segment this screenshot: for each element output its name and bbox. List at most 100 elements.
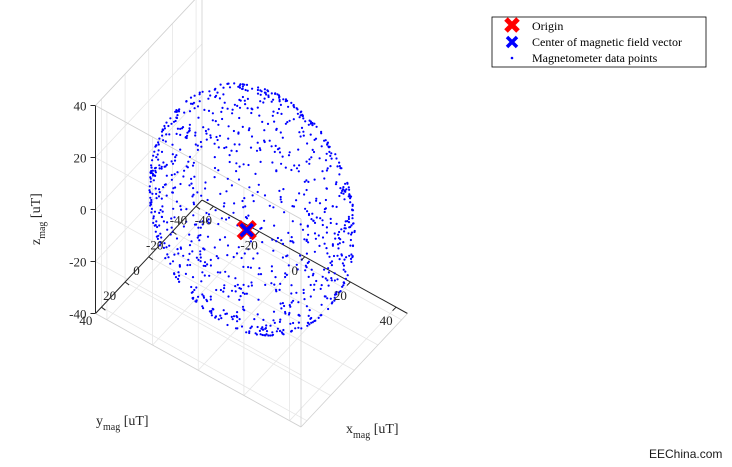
- data-point: [203, 274, 206, 277]
- data-point: [254, 172, 257, 175]
- data-point: [175, 237, 179, 240]
- data-point: [263, 194, 267, 197]
- x-tick-mark: [300, 256, 306, 261]
- data-point: [154, 171, 157, 174]
- data-point: [320, 284, 323, 287]
- data-point: [344, 277, 347, 280]
- x-tick-mark: [255, 231, 260, 236]
- data-point: [205, 138, 208, 141]
- data-point: [207, 218, 210, 221]
- data-point: [279, 198, 282, 201]
- data-point: [340, 228, 343, 231]
- data-point: [270, 270, 273, 273]
- data-point: [171, 162, 175, 165]
- data-point: [206, 263, 209, 266]
- data-point: [279, 318, 282, 321]
- data-point: [304, 207, 307, 210]
- data-point: [235, 150, 238, 153]
- data-point: [352, 222, 355, 225]
- data-point: [213, 166, 217, 170]
- data-point: [248, 331, 251, 335]
- data-point: [268, 139, 271, 142]
- data-point: [326, 297, 329, 300]
- data-point: [307, 241, 310, 244]
- data-point: [218, 134, 222, 137]
- data-point: [325, 231, 328, 234]
- data-point: [271, 161, 274, 164]
- data-point: [284, 98, 288, 101]
- data-point: [217, 257, 220, 260]
- data-point: [219, 83, 222, 86]
- data-point: [247, 163, 250, 167]
- data-point: [238, 116, 241, 120]
- data-point: [186, 131, 189, 134]
- data-point: [240, 325, 244, 328]
- data-point: [158, 164, 161, 167]
- data-point: [297, 326, 300, 329]
- data-point: [238, 318, 241, 321]
- data-point: [237, 131, 240, 134]
- data-point: [160, 167, 163, 170]
- data-point: [236, 104, 239, 107]
- data-point: [271, 114, 274, 117]
- data-point: [188, 155, 192, 158]
- data-point: [259, 273, 263, 276]
- data-point: [336, 254, 339, 257]
- data-point: [281, 242, 285, 245]
- data-point: [321, 275, 324, 278]
- data-point: [330, 302, 333, 305]
- data-point: [278, 329, 282, 333]
- data-point: [155, 197, 158, 200]
- data-point: [244, 103, 247, 106]
- data-point: [302, 117, 305, 120]
- data-point: [241, 85, 244, 88]
- data-point: [190, 291, 193, 294]
- data-point: [282, 188, 285, 191]
- data-point: [282, 98, 285, 101]
- x-axis-label: xmag [uT]: [346, 422, 399, 441]
- data-point: [228, 154, 231, 157]
- data-point: [175, 110, 178, 113]
- data-point: [207, 128, 210, 131]
- data-point: [195, 286, 198, 289]
- data-point: [211, 119, 214, 122]
- data-point: [256, 88, 259, 92]
- data-point: [207, 109, 211, 112]
- data-point: [160, 165, 163, 168]
- data-point: [327, 284, 330, 287]
- data-point: [345, 256, 348, 259]
- data-point: [158, 137, 161, 140]
- data-point: [151, 159, 154, 162]
- data-point: [183, 111, 186, 114]
- data-point: [173, 216, 176, 219]
- data-point: [248, 127, 251, 130]
- data-point: [338, 165, 341, 168]
- data-point: [155, 156, 158, 159]
- data-point: [154, 224, 157, 227]
- data-point: [213, 156, 216, 159]
- data-point: [313, 232, 317, 235]
- data-point: [217, 146, 220, 149]
- data-point: [167, 124, 170, 128]
- data-point: [155, 220, 158, 223]
- data-point: [201, 271, 204, 274]
- data-point: [235, 170, 238, 173]
- data-point: [264, 283, 267, 286]
- data-point: [206, 300, 209, 303]
- data-point: [156, 225, 159, 229]
- data-point: [278, 151, 282, 154]
- data-point: [161, 128, 164, 131]
- data-point: [221, 117, 224, 121]
- data-point: [323, 242, 326, 245]
- data-point: [174, 110, 177, 113]
- data-point: [151, 174, 155, 177]
- data-point: [148, 185, 151, 188]
- data-point: [245, 331, 248, 334]
- data-point: [187, 130, 190, 133]
- data-point: [296, 268, 299, 271]
- data-point: [198, 100, 201, 103]
- data-point: [342, 192, 345, 195]
- data-point: [185, 208, 188, 211]
- data-point: [312, 288, 316, 291]
